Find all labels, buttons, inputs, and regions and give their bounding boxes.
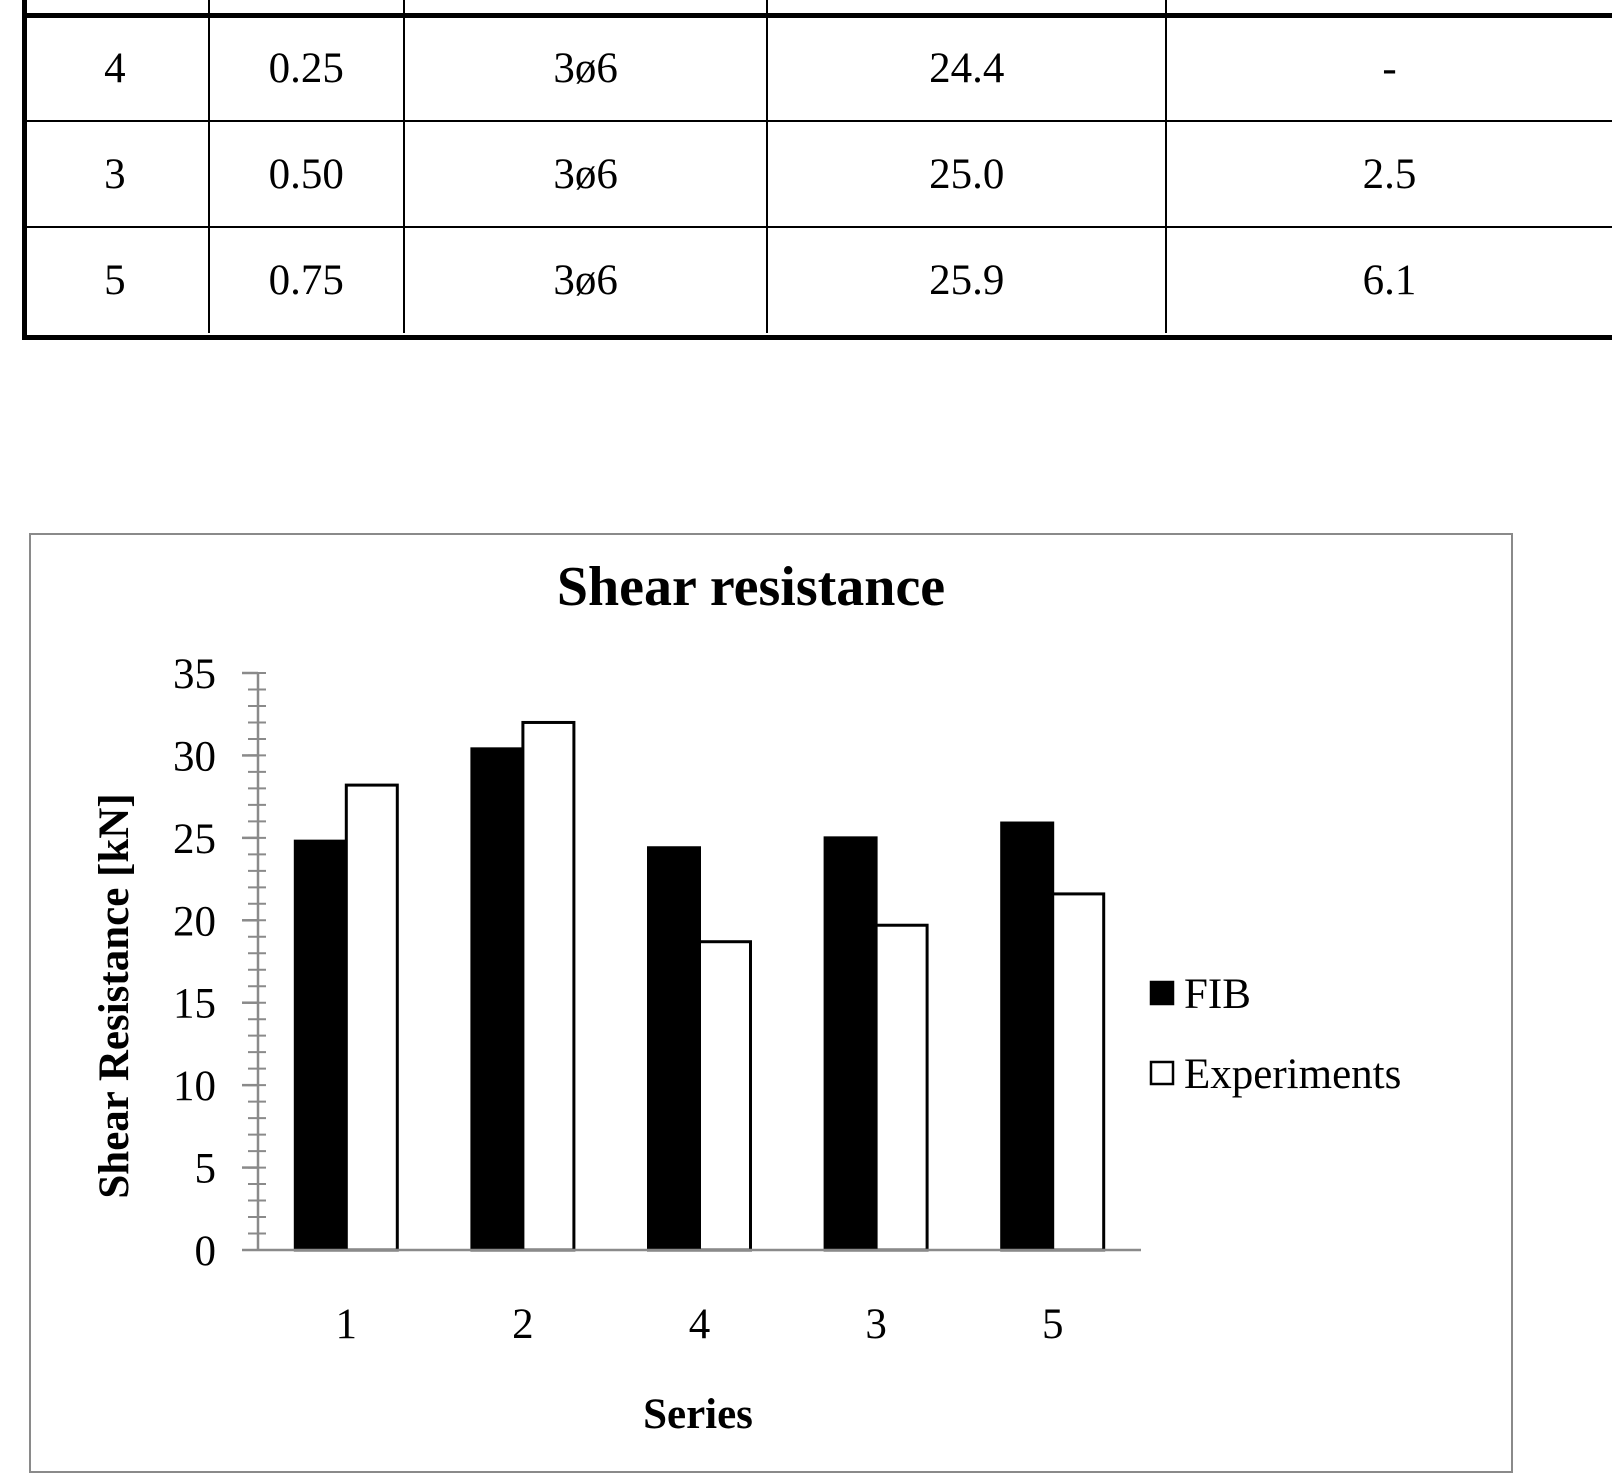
chart-panel: Shear resistance Shear Resistance [kN] S… <box>29 533 1513 1473</box>
table-cell: - <box>1164 12 1612 122</box>
table-cell: 2.5 <box>1164 120 1612 228</box>
table-cell: 4 <box>21 12 210 122</box>
legend-swatch-experiments <box>1149 1060 1175 1086</box>
table-row: 3 0.50 3ø6 25.0 2.5 <box>21 120 1612 228</box>
x-tick-label: 2 <box>512 1301 534 1348</box>
bar-experiments <box>874 923 929 1252</box>
table-body: 4 0.25 3ø6 24.4-3 0.50 3ø6 25.0 2.5 5 0.75 3ø6 25.9… <box>21 0 1612 334</box>
y-axis-title: Shear Resistance [kN] <box>91 793 138 1198</box>
data-table: 4 0.25 3ø6 24.4-3 0.50 3ø6 25.0 2.5 5 0.75 3ø6 25.9… <box>21 0 1612 334</box>
y-tick-label: 5 <box>195 1146 217 1193</box>
bar-fib <box>293 839 348 1252</box>
table-cell: 25.9 <box>766 226 1167 334</box>
table-cell: 3ø6 <box>402 120 769 228</box>
bar-fib <box>647 846 701 1252</box>
y-tick-label: 0 <box>195 1228 217 1275</box>
y-tick-label: 10 <box>173 1063 216 1110</box>
bar-experiments <box>344 783 399 1252</box>
bar-chart: Shear resistance Shear Resistance [kN] S… <box>91 556 1401 1438</box>
table-cell: 0.50 <box>207 120 405 228</box>
x-tick-label: 3 <box>865 1301 887 1348</box>
table-cell: 3ø6 <box>402 226 769 334</box>
table-cell: 0.25 <box>207 12 405 122</box>
table-cell: 3 <box>21 120 210 228</box>
legend-label: Experiments <box>1184 1051 1401 1098</box>
table-row: 5 0.75 3ø6 25.9 6.1 <box>21 226 1612 334</box>
bar-fib <box>470 747 525 1252</box>
y-tick-label: 15 <box>173 981 216 1028</box>
x-tick-label: 4 <box>689 1301 711 1348</box>
y-tick-label: 35 <box>173 651 216 698</box>
table-cell: 6.1 <box>1164 226 1612 334</box>
y-tick-label: 20 <box>173 898 216 945</box>
x-axis-title: Series <box>643 1391 753 1438</box>
table-row: 4 0.25 3ø6 24.4- <box>21 12 1612 122</box>
legend-swatch-fib <box>1149 980 1175 1006</box>
bar-fib <box>823 836 878 1252</box>
bar-experiments <box>521 720 576 1252</box>
bar-experiments <box>698 940 752 1252</box>
x-tick-label: 5 <box>1042 1301 1064 1348</box>
bar-fib <box>1000 821 1055 1252</box>
y-tick-label: 25 <box>173 816 216 863</box>
x-tick-label: 1 <box>336 1301 358 1348</box>
chart-title: Shear resistance <box>557 556 945 618</box>
table-cell: 24.4 <box>766 12 1167 122</box>
table-cell: 25.0 <box>766 120 1167 228</box>
bar-experiments <box>1051 892 1106 1252</box>
table-cell: 3ø6 <box>402 12 769 122</box>
y-tick-label: 30 <box>173 733 216 780</box>
table-cell: 0.75 <box>207 226 405 334</box>
table-cell: 5 <box>21 226 210 334</box>
legend-label: FIB <box>1184 971 1251 1018</box>
table-row-partial <box>21 0 1612 16</box>
